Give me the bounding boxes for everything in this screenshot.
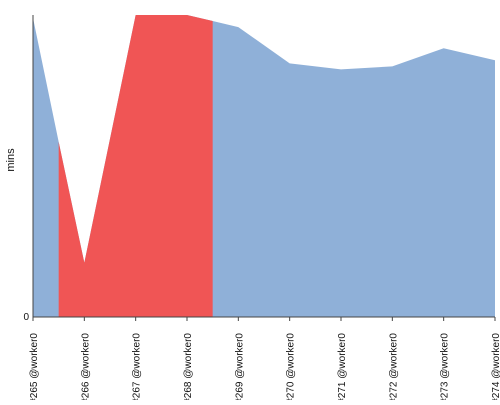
- x-tick-label: #270 @worker0: [286, 333, 297, 400]
- x-tick-label: #267 @worker0: [132, 333, 143, 400]
- x-tick-label: #269 @worker0: [234, 333, 245, 400]
- x-tick-label: #265 @worker0: [29, 333, 40, 400]
- x-tick-label: #272 @worker0: [388, 333, 399, 400]
- y-tick-label: 0: [23, 312, 29, 323]
- highlight-area: [58, 15, 213, 317]
- x-tick-label: #266 @worker0: [80, 333, 91, 400]
- x-tick-label: #271 @worker0: [337, 333, 348, 400]
- x-tick-label: #268 @worker0: [183, 333, 194, 400]
- plot-area: [33, 15, 495, 317]
- y-ticks: 0: [23, 312, 29, 323]
- y-axis-label: mins: [5, 148, 17, 172]
- x-tick-label: #274 @worker0: [491, 333, 500, 400]
- x-tick-label: #273 @worker0: [440, 333, 451, 400]
- x-ticks: #265 @worker0 #266 @worker0 #267 @worker0 #…: [29, 317, 500, 404]
